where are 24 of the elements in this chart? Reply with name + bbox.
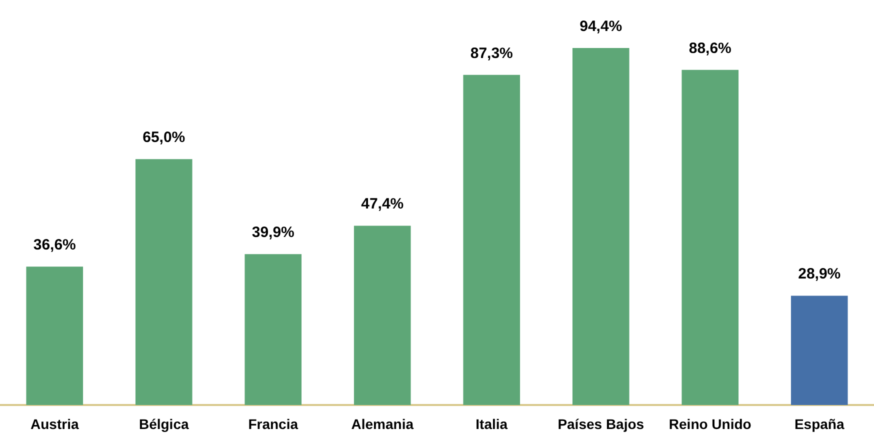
x-tick-label: Austria [30,416,79,432]
x-tick-label: Países Bajos [558,416,644,432]
bar [26,266,84,405]
x-tick-label: Francia [248,416,298,432]
bar [790,296,848,405]
data-label: 28,9% [798,266,841,283]
data-label: 39,9% [252,224,294,242]
data-label: 88,6% [688,40,732,57]
bar [572,48,630,405]
data-label: 36,6% [33,236,76,254]
data-label: 47,4% [361,196,404,213]
data-label: 87,3% [470,44,513,62]
x-tick-label: Italia [476,416,508,432]
x-tick-label: España [794,416,844,432]
data-label: 65,0% [142,129,186,146]
bar [682,70,739,405]
data-label: 94,4% [580,18,622,35]
x-tick-label: Reino Unido [668,416,752,432]
bar [354,226,411,405]
bar [135,159,192,405]
bar [244,254,302,405]
bar [463,74,520,405]
x-tick-label: Alemania [351,416,414,432]
x-tick-label: Bélgica [138,416,189,432]
